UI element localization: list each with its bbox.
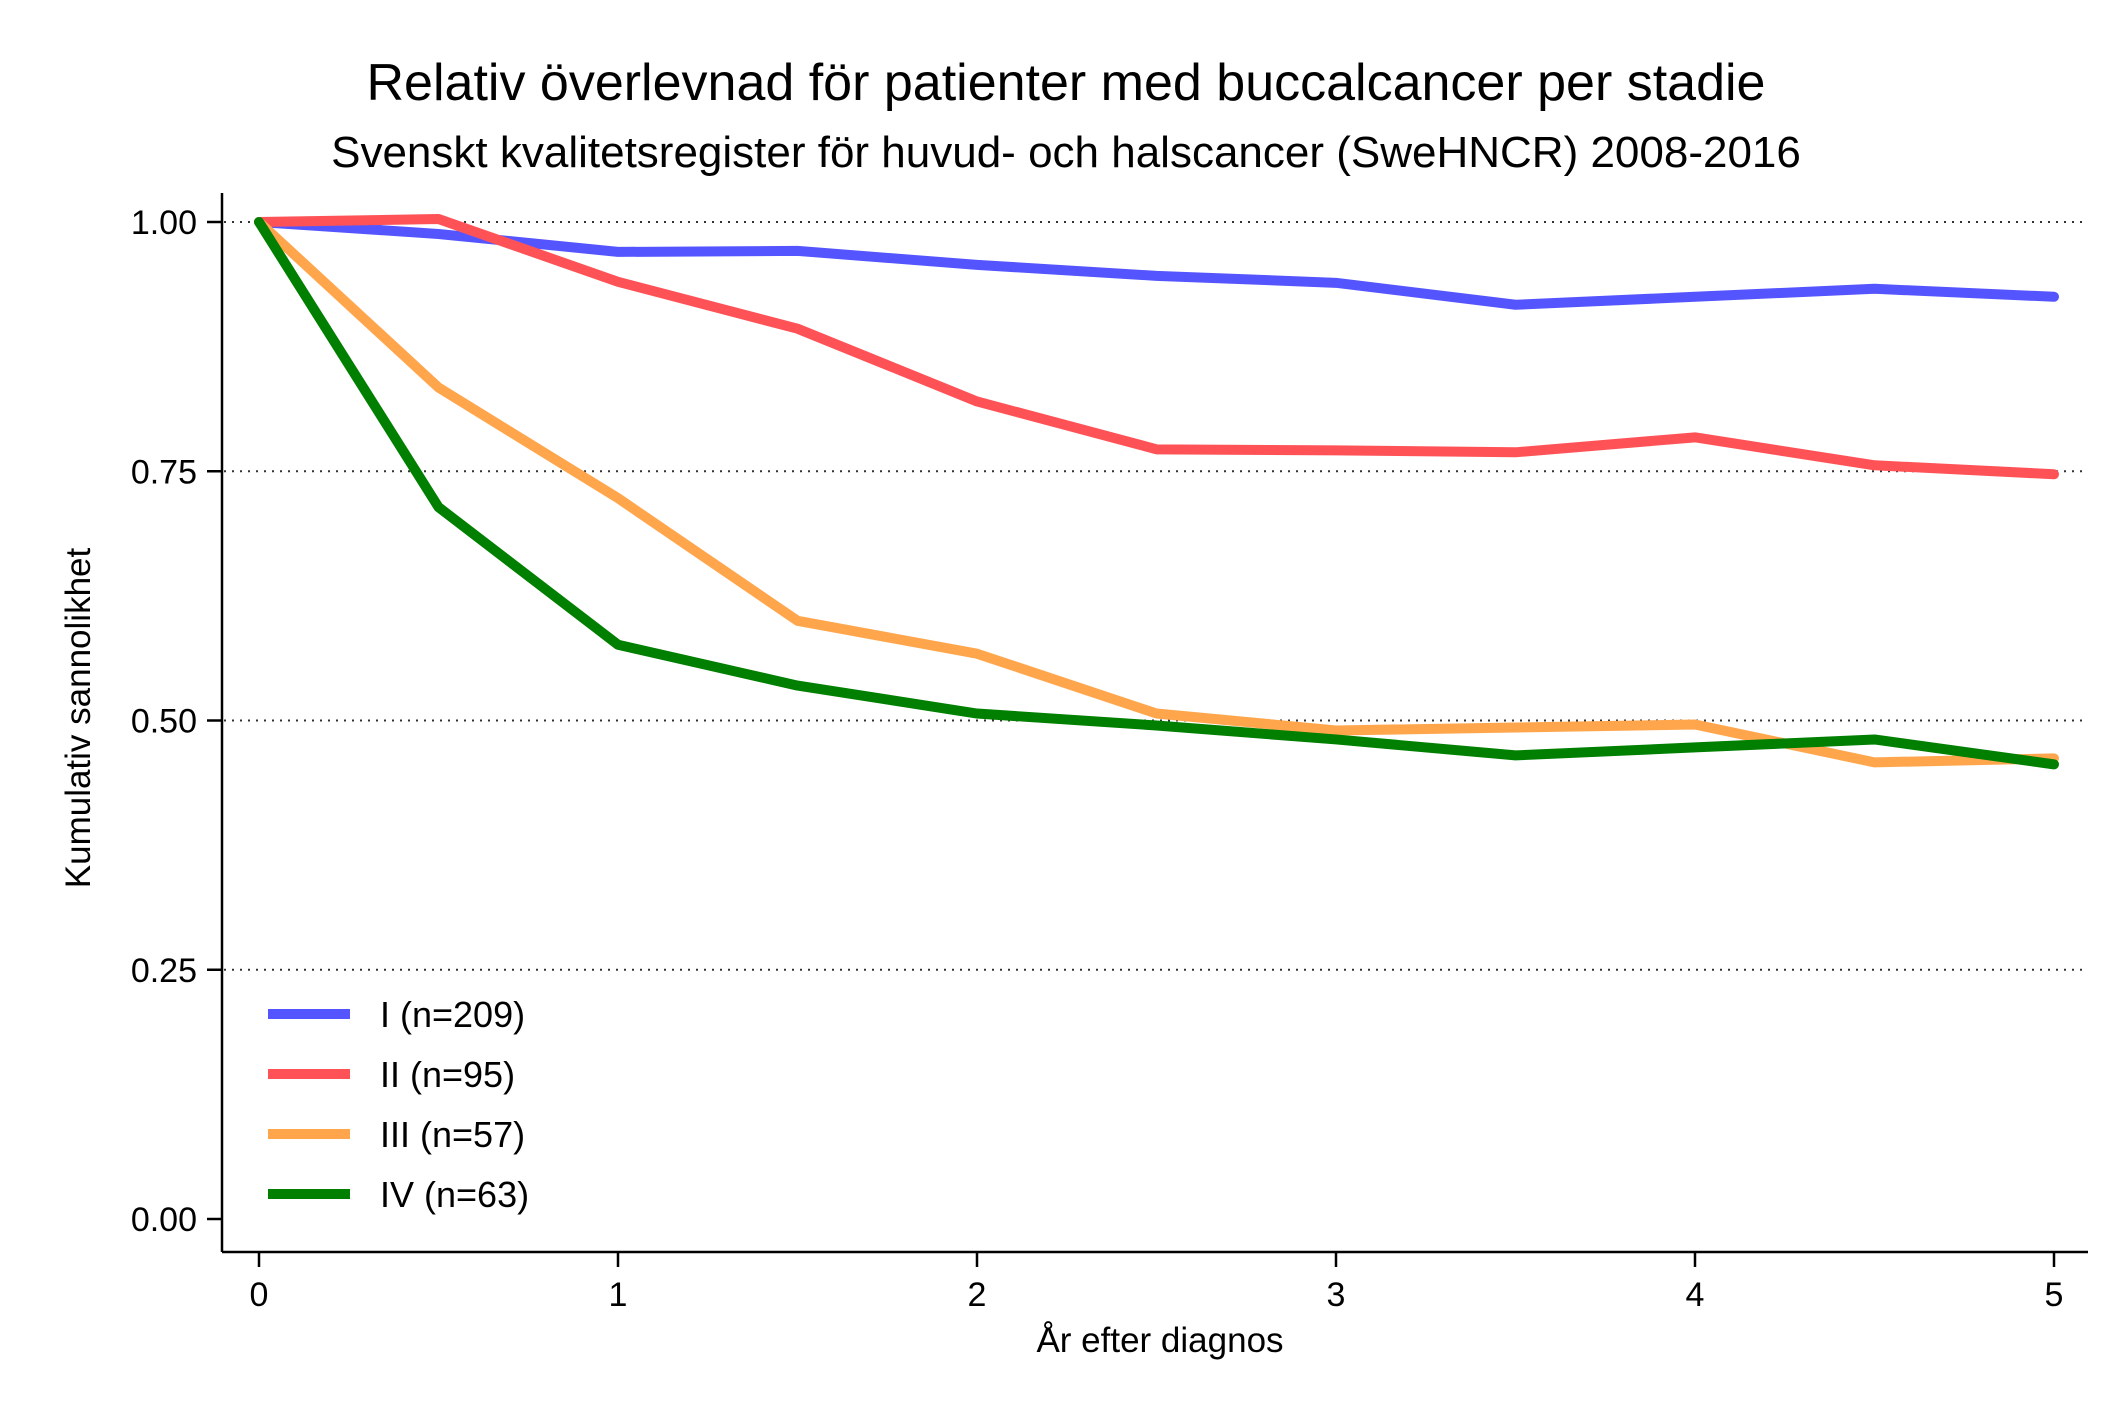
x-tick-label: 3: [1327, 1276, 1346, 1314]
series-line-1: [254, 217, 2059, 310]
chart-title: Relativ överlevnad för patienter med buc…: [367, 54, 1766, 112]
y-axis-label: Kumulativ sannolikhet: [59, 547, 98, 888]
legend-label: IV (n=63): [380, 1174, 529, 1215]
y-tick-label: 0.50: [131, 703, 197, 741]
chart-subtitle: Svenskt kvalitetsregister för huvud- och…: [331, 128, 1801, 177]
axes: [220, 193, 2088, 1254]
y-tick-label: 0.00: [131, 1201, 197, 1239]
x-tick-label: 5: [2045, 1276, 2064, 1314]
series-line-2: [254, 214, 2059, 480]
ticks: 0.00 0.25 0.50 0.75 1.00 0 1 2 3 4 5: [131, 204, 2064, 1314]
legend-label: II (n=95): [380, 1054, 515, 1095]
x-tick-label: 2: [968, 1276, 987, 1314]
x-tick-label: 4: [1686, 1276, 1705, 1314]
series-line-3: [254, 217, 2059, 768]
y-tick-label: 0.25: [131, 952, 197, 990]
legend: I (n=209) II (n=95) III (n=57) IV (n=63): [268, 994, 529, 1215]
series-lines: [254, 214, 2059, 770]
y-tick-label: 0.75: [131, 453, 197, 491]
y-tick-label: 1.00: [131, 204, 197, 242]
x-tick-label: 0: [250, 1276, 269, 1314]
x-axis-label: År efter diagnos: [1036, 1321, 1283, 1360]
legend-label: I (n=209): [380, 994, 525, 1035]
x-tick-label: 1: [609, 1276, 628, 1314]
legend-label: III (n=57): [380, 1114, 525, 1155]
series-line-4: [254, 217, 2059, 770]
gridlines: [224, 221, 2088, 971]
